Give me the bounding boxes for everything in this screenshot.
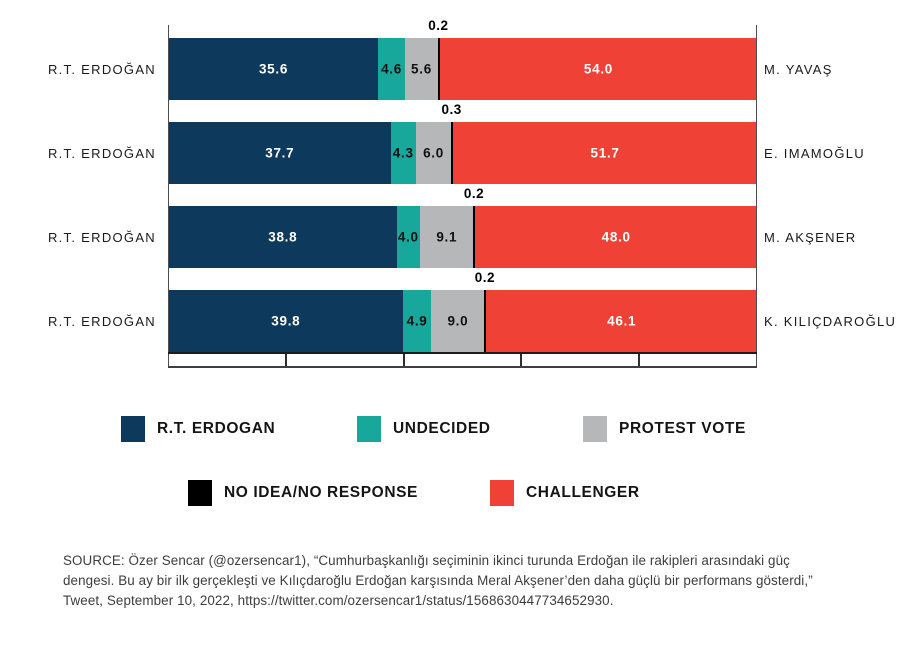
bar-value-label: 35.6: [258, 61, 289, 77]
bar-value-label: 51.7: [590, 145, 620, 161]
bar-value-label: 4.0: [397, 229, 419, 245]
legend-item-erdogan: R.T. ERDOGAN: [121, 416, 275, 442]
legend-label-challenger: CHALLENGER: [526, 484, 640, 501]
bar-value-label: 9.1: [436, 229, 458, 245]
bar-value-label: 46.1: [607, 313, 637, 329]
bar-segment-undecided: 4.0: [396, 206, 421, 268]
row-right-label: M. YAVAŞ: [764, 61, 833, 77]
stacked-bar: 35.6 4.6 5.6 54.0: [169, 38, 757, 100]
bar-segment-undecided: 4.3: [390, 122, 416, 184]
no-idea-value-label: 0.2: [463, 186, 485, 201]
legend-item-undecided: UNDECIDED: [357, 416, 491, 442]
legend-item-no-idea: NO IDEA/NO RESPONSE: [188, 480, 418, 506]
legend-swatch-protest-vote: [583, 416, 607, 442]
bar-value-label: 4.3: [392, 145, 414, 161]
bar-segment-no_idea: [437, 38, 440, 100]
bar-segment-erdogan: 39.8: [169, 290, 403, 352]
bar-segment-erdogan: 38.8: [169, 206, 397, 268]
source-line: Tweet, September 10, 2022, https://twitt…: [63, 593, 614, 608]
bar-segment-protest: 9.1: [420, 206, 474, 268]
bar-value-label: 54.0: [583, 61, 613, 77]
row-left-label: R.T. ERDOĞAN: [47, 145, 156, 161]
row-left-label: R.T. ERDOĞAN: [47, 229, 156, 245]
bar-segment-protest: 5.6: [405, 38, 438, 100]
legend-item-protest-vote: PROTEST VOTE: [583, 416, 746, 442]
bar-value-label: 5.6: [411, 61, 432, 77]
axis-tick: [284, 354, 287, 366]
bar-value-label: 6.0: [423, 145, 444, 161]
legend-swatch-undecided: [357, 416, 381, 442]
row-left-label: R.T. ERDOĞAN: [47, 61, 156, 77]
stacked-bar: 38.8 4.0 9.1 48.0: [169, 206, 757, 268]
bar-row: 0.3 37.7 4.3 6.0 51.7 R.T. ERDOĞAN E. IMAMOĞLU: [0, 100, 914, 184]
row-right-label: E. IMAMOĞLU: [764, 145, 865, 161]
bar-value-label: 4.9: [406, 313, 428, 329]
bar-segment-protest: 6.0: [415, 122, 452, 184]
source-citation: SOURCE: Özer Sencar (@ozersencar1), “Cum…: [63, 551, 893, 611]
row-left-label: R.T. ERDOĞAN: [47, 313, 156, 329]
legend-label-protest-vote: PROTEST VOTE: [619, 420, 746, 437]
bar-value-label: 37.7: [265, 145, 295, 161]
legend-swatch-no-idea: [188, 480, 212, 506]
bar-segment-erdogan: 35.6: [169, 38, 379, 100]
legend-label-no-idea: NO IDEA/NO RESPONSE: [224, 484, 418, 501]
bar-segment-erdogan: 37.7: [169, 122, 391, 184]
source-line: dengesi. Bu ay bir ilk gerçekleşti ve Kı…: [63, 573, 813, 588]
axis-tick: [520, 354, 523, 366]
bar-value-label: 48.0: [601, 229, 631, 245]
bar-segment-no_idea: [473, 206, 476, 268]
legend-label-undecided: UNDECIDED: [393, 420, 491, 437]
bar-segment-undecided: 4.6: [378, 38, 406, 100]
legend-swatch-challenger: [490, 480, 514, 506]
bar-segment-challenger: 54.0: [439, 38, 757, 100]
legend-swatch-erdogan: [121, 416, 145, 442]
bar-row: 0.2 38.8 4.0 9.1 48.0 R.T. ERDOĞAN M. AKŞENER: [0, 184, 914, 268]
bar-segment-challenger: 51.7: [453, 122, 758, 184]
stacked-bar: 39.8 4.9 9.0 46.1: [169, 290, 757, 352]
legend-label-erdogan: R.T. ERDOGAN: [157, 420, 276, 437]
axis-tick: [402, 354, 405, 366]
no-idea-value-label: 0.2: [474, 270, 496, 285]
source-line: SOURCE: Özer Sencar (@ozersencar1), “Cum…: [63, 553, 790, 568]
bar-row: 0.2 39.8 4.9 9.0 46.1 R.T. ERDOĞAN K. KILIÇDAR…: [0, 268, 914, 352]
bar-segment-challenger: 48.0: [475, 206, 757, 268]
no-idea-value-label: 0.2: [428, 18, 449, 33]
bar-row: 0.2 35.6 4.6 5.6 54.0 R.T. ERDOĞAN M. YAVAŞ: [0, 16, 914, 100]
bar-segment-undecided: 4.9: [402, 290, 432, 352]
legend-item-challenger: CHALLENGER: [490, 480, 640, 506]
row-right-label: M. AKŞENER: [764, 229, 857, 245]
bar-segment-protest: 9.0: [431, 290, 485, 352]
bar-segment-no_idea: [484, 290, 487, 352]
bar-value-label: 9.0: [447, 313, 469, 329]
x-axis: [168, 352, 757, 368]
axis-tick: [638, 354, 641, 366]
bar-segment-no_idea: [451, 122, 454, 184]
bar-value-label: 39.8: [271, 313, 301, 329]
stacked-bar: 37.7 4.3 6.0 51.7: [169, 122, 758, 184]
no-idea-value-label: 0.3: [441, 102, 462, 117]
bar-value-label: 38.8: [268, 229, 298, 245]
bar-segment-challenger: 46.1: [486, 290, 757, 352]
bar-value-label: 4.6: [381, 61, 402, 77]
row-right-label: K. KILIÇDAROĞLU: [764, 313, 897, 329]
